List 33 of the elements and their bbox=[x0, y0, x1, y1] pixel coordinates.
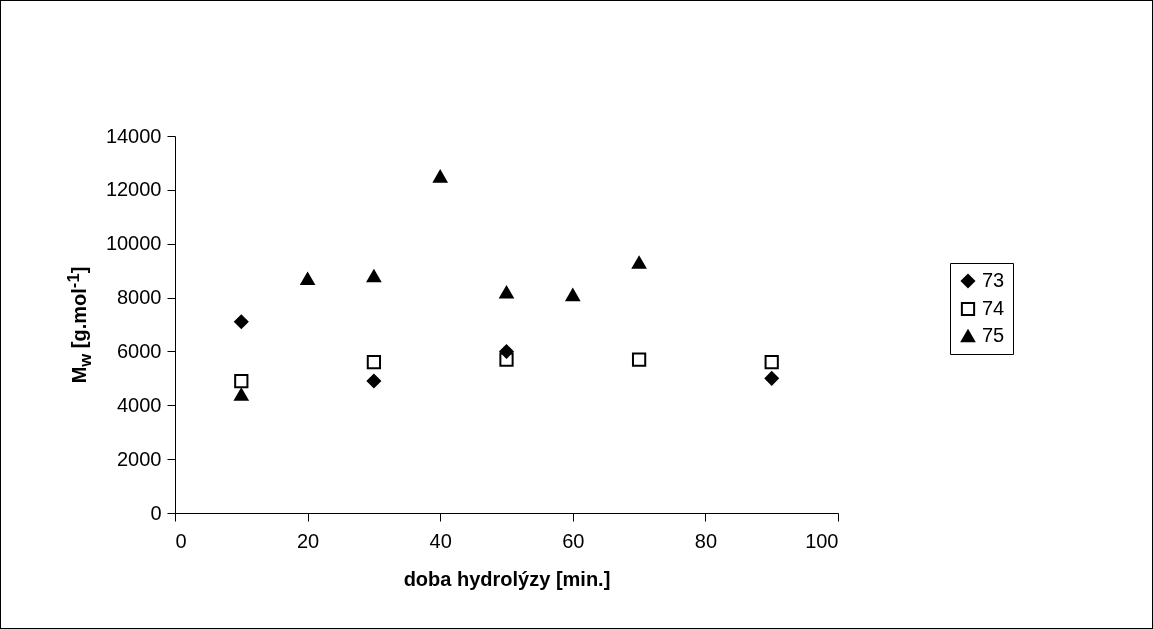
point bbox=[366, 355, 382, 370]
x-tick-label: 20 bbox=[296, 529, 320, 552]
x-axis-title: doba hydrolýzy [min.] bbox=[403, 567, 611, 590]
point bbox=[300, 272, 315, 286]
y-tick-label: 8000 bbox=[117, 286, 162, 309]
x-tick-label: 60 bbox=[562, 529, 585, 552]
legend-label: 73 bbox=[982, 269, 1005, 291]
y-tick-label: 0 bbox=[150, 501, 162, 524]
point bbox=[499, 285, 514, 299]
legend-label: 75 bbox=[982, 324, 1005, 346]
y-tick-label: 14000 bbox=[105, 124, 162, 147]
y-tick-label: 4000 bbox=[117, 393, 162, 416]
y-tick-label: 2000 bbox=[117, 447, 162, 470]
point bbox=[565, 288, 580, 302]
y-tick-label: 10000 bbox=[105, 232, 162, 255]
x-tick-label: 40 bbox=[429, 529, 452, 552]
x-tick-label: 0 bbox=[175, 529, 187, 552]
x-tick-label: 100 bbox=[805, 529, 839, 552]
y-tick-label: 12000 bbox=[105, 178, 162, 201]
point bbox=[764, 371, 779, 386]
point bbox=[433, 170, 448, 183]
point bbox=[631, 352, 647, 367]
legend-label: 74 bbox=[982, 297, 1005, 319]
point bbox=[366, 373, 382, 389]
point bbox=[234, 388, 249, 401]
point bbox=[234, 314, 249, 329]
point bbox=[366, 269, 382, 283]
x-tick-label: 80 bbox=[694, 529, 718, 552]
point bbox=[764, 355, 779, 370]
y-tick-label: 6000 bbox=[117, 339, 162, 362]
point bbox=[234, 373, 249, 389]
point bbox=[631, 256, 647, 269]
point bbox=[499, 352, 514, 367]
